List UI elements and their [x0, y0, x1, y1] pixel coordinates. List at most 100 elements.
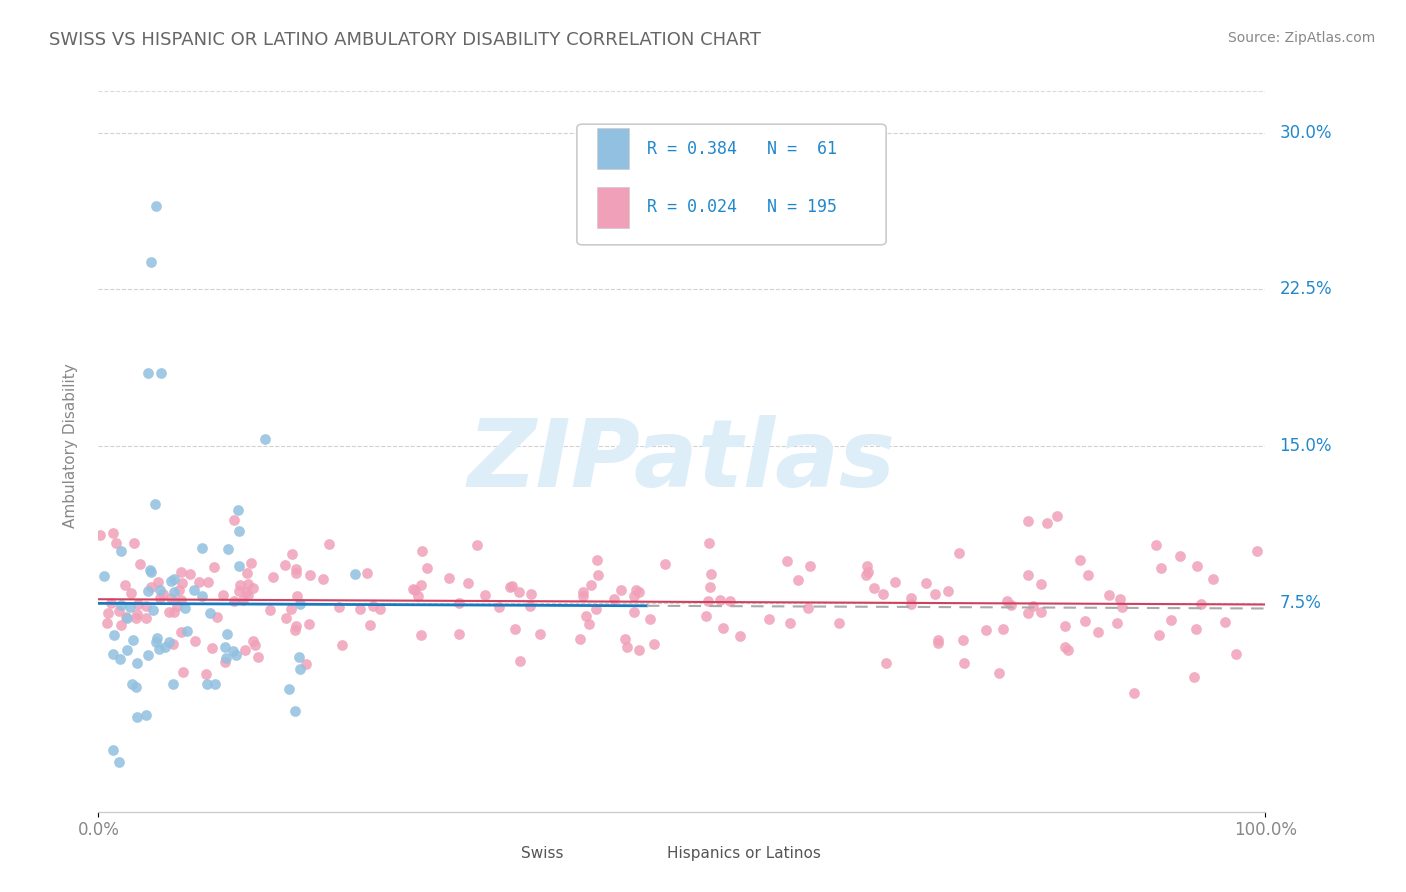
Point	[299, 567, 322, 582]
Point	[201, 640, 224, 655]
Text: 15.0%: 15.0%	[1279, 437, 1331, 455]
Point	[924, 587, 946, 601]
FancyBboxPatch shape	[636, 842, 657, 863]
Point	[1056, 642, 1078, 657]
Point	[110, 598, 132, 612]
Point	[232, 592, 254, 607]
Point	[262, 570, 284, 584]
Point	[222, 644, 245, 658]
Point	[127, 607, 149, 621]
Point	[96, 616, 118, 631]
Point	[163, 605, 186, 619]
Point	[101, 525, 124, 540]
Point	[202, 559, 225, 574]
Point	[163, 572, 186, 586]
Point	[214, 655, 236, 669]
Point	[120, 586, 142, 600]
Point	[149, 366, 172, 380]
Point	[1189, 597, 1212, 611]
FancyBboxPatch shape	[596, 187, 630, 227]
Text: SWISS VS HISPANIC OR LATINO AMBULATORY DISABILITY CORRELATION CHART: SWISS VS HISPANIC OR LATINO AMBULATORY D…	[49, 31, 761, 49]
Point	[288, 662, 311, 676]
Point	[1187, 559, 1209, 574]
Point	[927, 636, 949, 650]
Point	[184, 633, 207, 648]
Point	[274, 611, 297, 625]
Point	[135, 599, 157, 613]
Point	[1185, 622, 1208, 636]
Point	[948, 546, 970, 560]
Point	[136, 648, 159, 662]
Point	[884, 574, 907, 589]
Point	[1213, 615, 1236, 629]
Point	[872, 587, 894, 601]
Point	[1017, 606, 1039, 620]
Point	[404, 583, 426, 598]
Point	[787, 573, 810, 587]
Point	[121, 633, 143, 648]
Point	[699, 580, 721, 594]
Point	[575, 608, 598, 623]
Point	[1069, 553, 1091, 567]
Point	[499, 580, 522, 594]
Point	[290, 597, 312, 611]
Point	[101, 743, 124, 757]
Point	[149, 583, 172, 598]
Point	[254, 432, 277, 446]
Point	[285, 566, 308, 580]
Point	[176, 624, 198, 638]
Text: Source: ZipAtlas.com: Source: ZipAtlas.com	[1227, 31, 1375, 45]
Point	[145, 199, 167, 213]
Point	[212, 588, 235, 602]
Point	[585, 553, 607, 567]
Point	[155, 640, 177, 654]
Point	[915, 576, 938, 591]
Point	[148, 574, 170, 589]
Point	[927, 632, 949, 647]
Point	[170, 593, 193, 607]
Point	[100, 596, 122, 610]
Point	[519, 587, 541, 601]
Point	[162, 637, 184, 651]
Point	[235, 585, 257, 599]
Point	[697, 535, 720, 549]
Point	[228, 578, 250, 592]
Point	[236, 588, 259, 602]
Point	[1109, 592, 1132, 607]
Point	[170, 625, 193, 640]
Point	[135, 610, 157, 624]
Point	[187, 574, 209, 589]
Point	[97, 606, 120, 620]
Point	[191, 541, 214, 556]
Point	[571, 589, 593, 603]
Point	[173, 601, 195, 615]
Point	[509, 654, 531, 668]
Point	[623, 590, 645, 604]
Point	[344, 567, 367, 582]
Point	[1246, 544, 1268, 558]
Point	[1077, 567, 1099, 582]
Point	[697, 594, 720, 608]
Point	[139, 563, 162, 577]
Point	[284, 704, 307, 718]
Point	[474, 589, 496, 603]
Text: 22.5%: 22.5%	[1279, 280, 1331, 298]
Point	[1054, 619, 1077, 633]
Point	[1046, 509, 1069, 524]
Point	[987, 665, 1010, 680]
Point	[796, 601, 818, 615]
Point	[128, 557, 150, 571]
Point	[204, 676, 226, 690]
Point	[1021, 599, 1043, 613]
Point	[195, 666, 218, 681]
Point	[1225, 647, 1247, 661]
Point	[127, 598, 149, 612]
Point	[125, 710, 148, 724]
Point	[149, 591, 172, 606]
Point	[1017, 514, 1039, 528]
Point	[103, 628, 125, 642]
Point	[411, 627, 433, 641]
Point	[613, 632, 636, 647]
Point	[1122, 686, 1144, 700]
Point	[172, 665, 194, 679]
